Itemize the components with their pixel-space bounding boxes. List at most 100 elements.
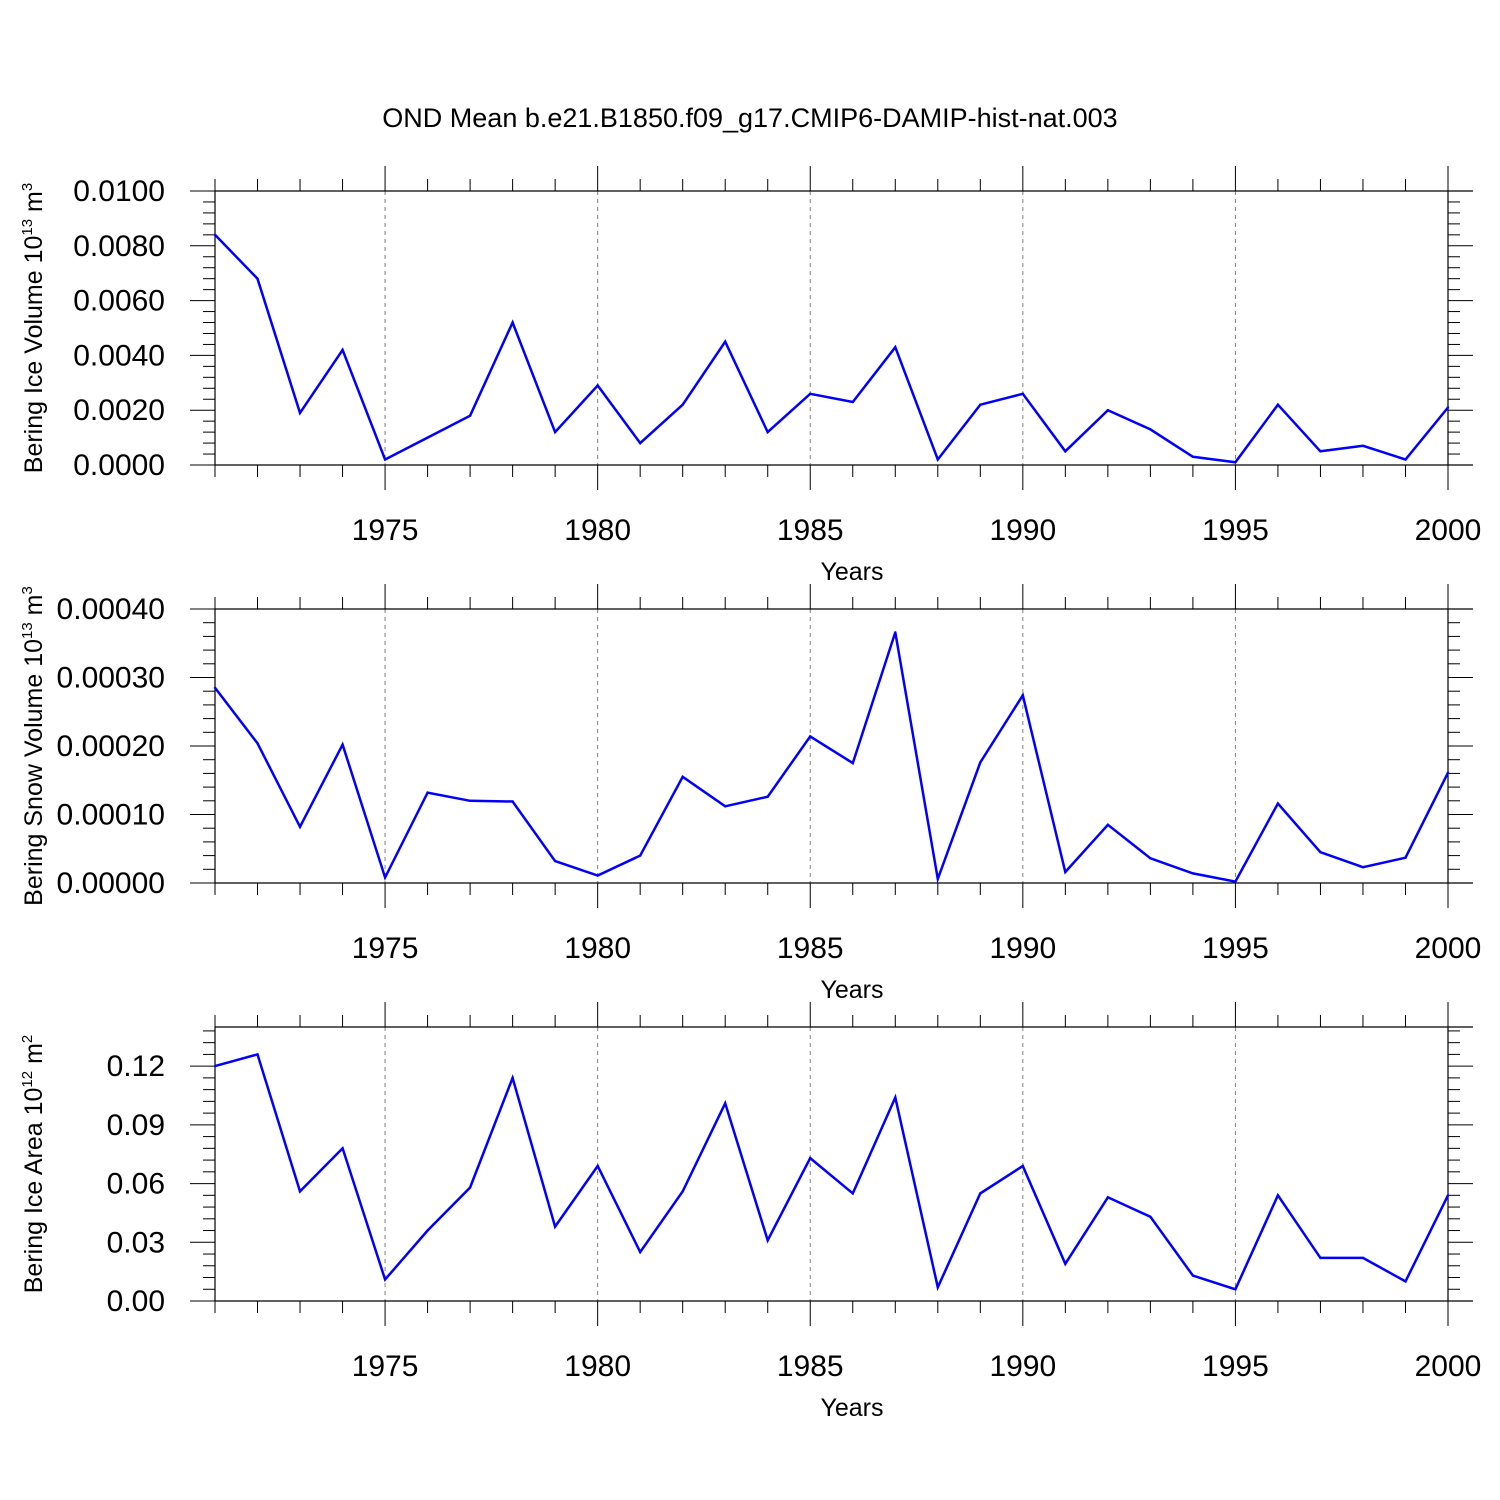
data-point <box>1149 1215 1152 1219</box>
data-point <box>341 743 344 746</box>
data-point <box>383 458 387 461</box>
data-point <box>1021 1164 1025 1168</box>
data-point <box>851 761 854 765</box>
data-point <box>1361 866 1365 869</box>
data-point <box>511 321 514 324</box>
y-tick-label: 0.0100 <box>73 175 165 208</box>
y-axis-label: Bering Snow Volume 1013 m3 <box>19 586 48 906</box>
figure-title: OND Mean b.e21.B1850.f09_g17.CMIP6-DAMIP… <box>382 103 1117 133</box>
data-point <box>936 1286 939 1289</box>
y-axis-label-superscript: 13 <box>19 622 36 639</box>
y-axis-label: Bering Ice Volume 1013 m3 <box>19 183 48 473</box>
data-point <box>1446 406 1450 409</box>
data-point <box>1361 444 1365 448</box>
data-point <box>766 430 769 434</box>
data-point <box>724 340 727 343</box>
y-tick-label: 0.09 <box>107 1109 165 1142</box>
y-axis-label: Bering Ice Area 1012 m2 <box>19 1035 48 1294</box>
data-point <box>1149 428 1152 431</box>
data-point <box>298 1190 302 1193</box>
data-point <box>979 1192 982 1195</box>
data-point <box>1319 850 1322 854</box>
data-point <box>1276 802 1280 805</box>
data-point <box>596 874 599 877</box>
data-point <box>426 1229 429 1232</box>
y-axis-label-part: m <box>20 595 48 623</box>
data-point <box>213 233 217 237</box>
data-point <box>894 345 897 349</box>
data-point <box>383 1278 387 1281</box>
data-point <box>638 1250 642 1254</box>
data-point <box>341 1147 344 1150</box>
data-point <box>724 1102 727 1105</box>
x-tick-label: 1990 <box>989 514 1056 547</box>
x-tick-label: 1985 <box>777 514 844 547</box>
data-point <box>1064 450 1067 453</box>
y-axis-label-part: Bering Snow Volume 10 <box>20 639 48 906</box>
data-point <box>936 877 939 881</box>
y-tick-label: 0.0080 <box>73 230 165 263</box>
y-tick-label: 0.0060 <box>73 285 165 318</box>
data-point <box>553 1225 557 1228</box>
x-tick-label: 1980 <box>564 514 631 547</box>
series-line-2 <box>214 631 1450 884</box>
y-tick-label: 0.0020 <box>73 394 165 427</box>
data-point <box>851 1192 854 1195</box>
data-point <box>383 876 387 879</box>
data-point <box>596 384 599 387</box>
y-axis-label-part: m <box>20 191 48 219</box>
data-point <box>553 430 557 434</box>
x-tick-label: 1975 <box>352 932 419 965</box>
data-point <box>1446 1194 1450 1197</box>
data-point <box>341 348 344 352</box>
data-point <box>511 800 514 803</box>
data-point <box>1064 1262 1067 1266</box>
y-tick-label: 0.12 <box>107 1050 165 1083</box>
data-point <box>468 414 472 417</box>
data-point <box>213 1064 217 1068</box>
data-point <box>809 1156 812 1160</box>
data-point <box>1191 455 1195 458</box>
data-point <box>1234 1288 1237 1291</box>
x-tick-label: 2000 <box>1415 932 1482 965</box>
y-axis-label-part: Bering Ice Volume 10 <box>20 236 48 474</box>
x-tick-label: 2000 <box>1415 1350 1482 1383</box>
y-tick-label: 0.0000 <box>73 449 165 482</box>
data-point <box>809 735 812 738</box>
chart-panel-2: 0.00000 0.00010 0.00020 0.00030 0.00040 1975 1… <box>19 584 1481 1004</box>
data-point <box>298 411 302 415</box>
data-point <box>1319 1256 1322 1260</box>
data-point <box>1404 856 1407 859</box>
data-point <box>1191 872 1195 875</box>
y-tick-label: 0.06 <box>107 1168 165 1201</box>
x-tick-label: 1995 <box>1202 514 1269 547</box>
data-point <box>553 859 557 863</box>
data-point <box>894 631 897 634</box>
series-line-3 <box>214 1052 1450 1292</box>
chart-panel-3: 0.00 0.03 0.06 0.09 0.12 1975 1980 1985 1990 1995… <box>19 1002 1481 1422</box>
x-tick-label: 1995 <box>1202 1350 1269 1383</box>
data-point <box>809 392 812 395</box>
x-tick-label: 1985 <box>777 1350 844 1383</box>
data-point <box>1404 458 1407 461</box>
data-point <box>766 1239 769 1242</box>
series-line-1 <box>214 233 1449 464</box>
data-point <box>1106 1196 1110 1199</box>
data-point <box>766 795 769 798</box>
data-point <box>681 775 684 779</box>
data-point <box>298 825 302 829</box>
data-point <box>681 1190 684 1193</box>
y-axis-label-part: m <box>20 1043 48 1071</box>
data-point <box>1446 771 1450 774</box>
data-point <box>426 791 429 794</box>
y-axis-label-superscript: 2 <box>19 1035 36 1043</box>
data-point <box>851 400 854 404</box>
data-point <box>468 1186 472 1189</box>
y-tick-label: 0.03 <box>107 1226 165 1259</box>
x-tick-label: 1975 <box>352 1350 419 1383</box>
data-point <box>1276 403 1280 406</box>
data-point <box>1276 1194 1280 1197</box>
data-point <box>213 686 217 689</box>
y-tick-label: 0.00010 <box>57 799 165 832</box>
